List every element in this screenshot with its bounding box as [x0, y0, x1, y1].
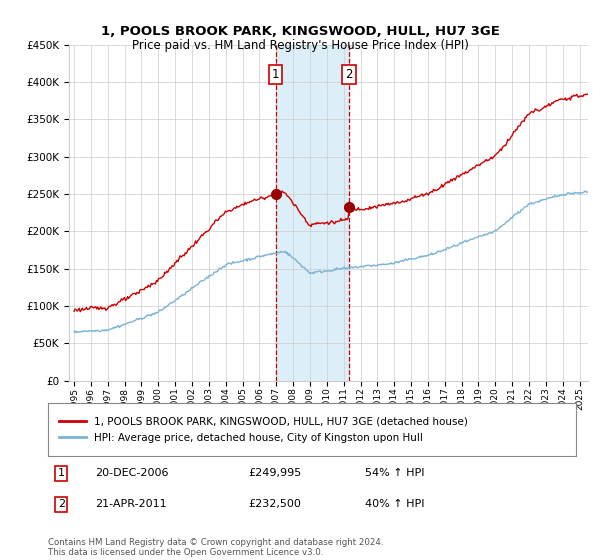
Text: 2: 2	[345, 68, 353, 81]
Text: £232,500: £232,500	[248, 500, 302, 509]
Text: 21-APR-2011: 21-APR-2011	[95, 500, 167, 509]
Text: 1, POOLS BROOK PARK, KINGSWOOD, HULL, HU7 3GE: 1, POOLS BROOK PARK, KINGSWOOD, HULL, HU…	[101, 25, 499, 38]
Text: 1: 1	[58, 468, 65, 478]
Text: Contains HM Land Registry data © Crown copyright and database right 2024.
This d: Contains HM Land Registry data © Crown c…	[48, 538, 383, 557]
Text: Price paid vs. HM Land Registry's House Price Index (HPI): Price paid vs. HM Land Registry's House …	[131, 39, 469, 52]
Text: 20-DEC-2006: 20-DEC-2006	[95, 468, 169, 478]
Text: 2: 2	[58, 500, 65, 509]
Text: 40% ↑ HPI: 40% ↑ HPI	[365, 500, 424, 509]
Text: 1: 1	[272, 68, 280, 81]
Legend: 1, POOLS BROOK PARK, KINGSWOOD, HULL, HU7 3GE (detached house), HPI: Average pri: 1, POOLS BROOK PARK, KINGSWOOD, HULL, HU…	[53, 410, 474, 449]
Text: 54% ↑ HPI: 54% ↑ HPI	[365, 468, 424, 478]
Text: £249,995: £249,995	[248, 468, 302, 478]
Bar	[276, 45, 349, 381]
